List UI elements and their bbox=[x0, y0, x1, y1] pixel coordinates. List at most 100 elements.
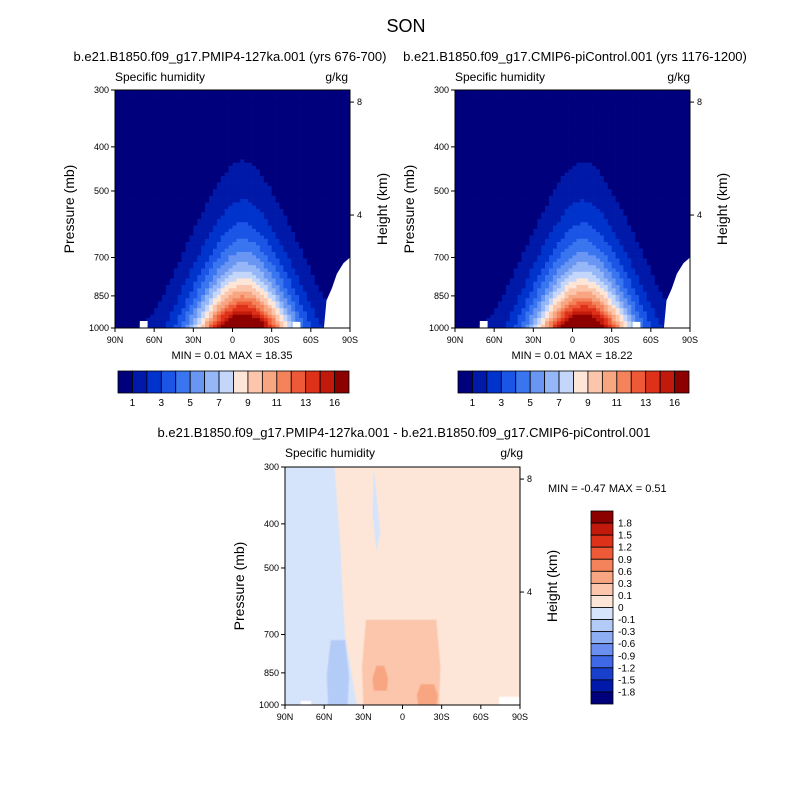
field-cell bbox=[142, 169, 147, 173]
field-cell bbox=[205, 308, 210, 312]
field-cell bbox=[224, 113, 229, 117]
field-cell bbox=[291, 169, 296, 173]
field-cell bbox=[287, 192, 292, 197]
field-cell bbox=[189, 142, 194, 147]
field-cell bbox=[201, 169, 206, 173]
field-cell bbox=[138, 304, 143, 309]
field-cell bbox=[263, 258, 269, 263]
field-cell bbox=[150, 258, 155, 263]
field-cell bbox=[165, 301, 171, 306]
field-cell bbox=[118, 258, 124, 263]
field-cell bbox=[303, 271, 308, 276]
field-cell bbox=[189, 245, 194, 250]
field-cell bbox=[232, 202, 237, 207]
field-cell bbox=[209, 242, 214, 246]
field-cell bbox=[118, 106, 124, 111]
field-cell bbox=[318, 199, 323, 203]
field-cell bbox=[165, 175, 171, 180]
field-cell bbox=[240, 182, 245, 187]
field-cell bbox=[209, 185, 214, 190]
field-cell bbox=[118, 318, 124, 322]
field-cell bbox=[291, 222, 296, 226]
field-cell bbox=[458, 215, 464, 220]
field-cell bbox=[330, 281, 335, 286]
field-cell bbox=[216, 166, 222, 170]
field-cell bbox=[122, 304, 128, 309]
field-cell bbox=[466, 275, 472, 279]
field-cell bbox=[154, 278, 159, 283]
field-cell bbox=[150, 225, 155, 230]
field-cell bbox=[138, 265, 143, 269]
field-cell bbox=[122, 103, 128, 107]
field-cell bbox=[326, 109, 331, 114]
field-cell bbox=[455, 265, 460, 269]
field-cell bbox=[458, 199, 464, 203]
field-cell bbox=[177, 109, 182, 114]
field-cell bbox=[177, 195, 182, 200]
field-cell bbox=[295, 199, 300, 203]
field-cell bbox=[130, 139, 135, 144]
field-cell bbox=[220, 304, 226, 309]
field-cell bbox=[318, 136, 323, 140]
field-cell bbox=[275, 209, 280, 213]
field-cell bbox=[146, 318, 151, 322]
field-cell bbox=[142, 212, 147, 216]
field-cell bbox=[189, 126, 194, 131]
field-cell bbox=[177, 311, 182, 316]
field-cell bbox=[287, 288, 292, 292]
field-cell bbox=[271, 182, 276, 187]
field-cell bbox=[458, 146, 464, 150]
field-cell bbox=[126, 119, 132, 124]
field-cell bbox=[158, 195, 163, 200]
field-cell bbox=[474, 152, 479, 157]
field-cell bbox=[259, 113, 265, 117]
field-cell bbox=[162, 109, 167, 114]
field-cell bbox=[275, 291, 280, 296]
field-cell bbox=[283, 285, 288, 289]
field-cell bbox=[263, 271, 269, 276]
field-cell bbox=[303, 103, 308, 107]
field-cell bbox=[126, 248, 132, 253]
field-cell bbox=[158, 271, 163, 276]
field-cell bbox=[173, 291, 179, 296]
field-cell bbox=[318, 235, 323, 240]
field-cell bbox=[314, 90, 320, 94]
field-cell bbox=[244, 238, 249, 243]
field-cell bbox=[130, 209, 135, 213]
field-cell bbox=[209, 314, 214, 319]
field-cell bbox=[259, 199, 265, 203]
field-cell bbox=[205, 139, 210, 144]
field-cell bbox=[455, 90, 460, 94]
x-tick-label: 90N bbox=[107, 335, 124, 345]
field-cell bbox=[150, 324, 155, 328]
field-cell bbox=[158, 192, 163, 197]
field-cell bbox=[295, 228, 300, 233]
field-cell bbox=[228, 278, 233, 283]
field-cell bbox=[252, 139, 257, 144]
field-cell bbox=[283, 281, 288, 286]
field-cell bbox=[181, 179, 186, 183]
field-cell bbox=[165, 126, 171, 131]
field-cell bbox=[118, 298, 124, 302]
field-cell bbox=[146, 218, 151, 223]
field-cell bbox=[466, 93, 472, 97]
field-cell bbox=[122, 222, 128, 226]
field-cell bbox=[212, 159, 218, 164]
field-cell bbox=[482, 103, 487, 107]
field-cell bbox=[275, 311, 280, 316]
field-cell bbox=[267, 235, 273, 240]
field-cell bbox=[181, 275, 186, 279]
field-cell bbox=[248, 278, 253, 283]
field-cell bbox=[224, 298, 229, 302]
field-cell bbox=[462, 311, 468, 316]
field-cell bbox=[138, 291, 143, 296]
field-cell bbox=[271, 156, 276, 160]
field-cell bbox=[263, 162, 269, 167]
field-cell bbox=[193, 202, 198, 207]
field-cell bbox=[205, 129, 210, 134]
field-cell bbox=[474, 205, 479, 210]
field-cell bbox=[212, 132, 218, 137]
field-cell bbox=[122, 106, 128, 111]
field-cell bbox=[134, 248, 139, 253]
field-cell bbox=[169, 205, 175, 210]
